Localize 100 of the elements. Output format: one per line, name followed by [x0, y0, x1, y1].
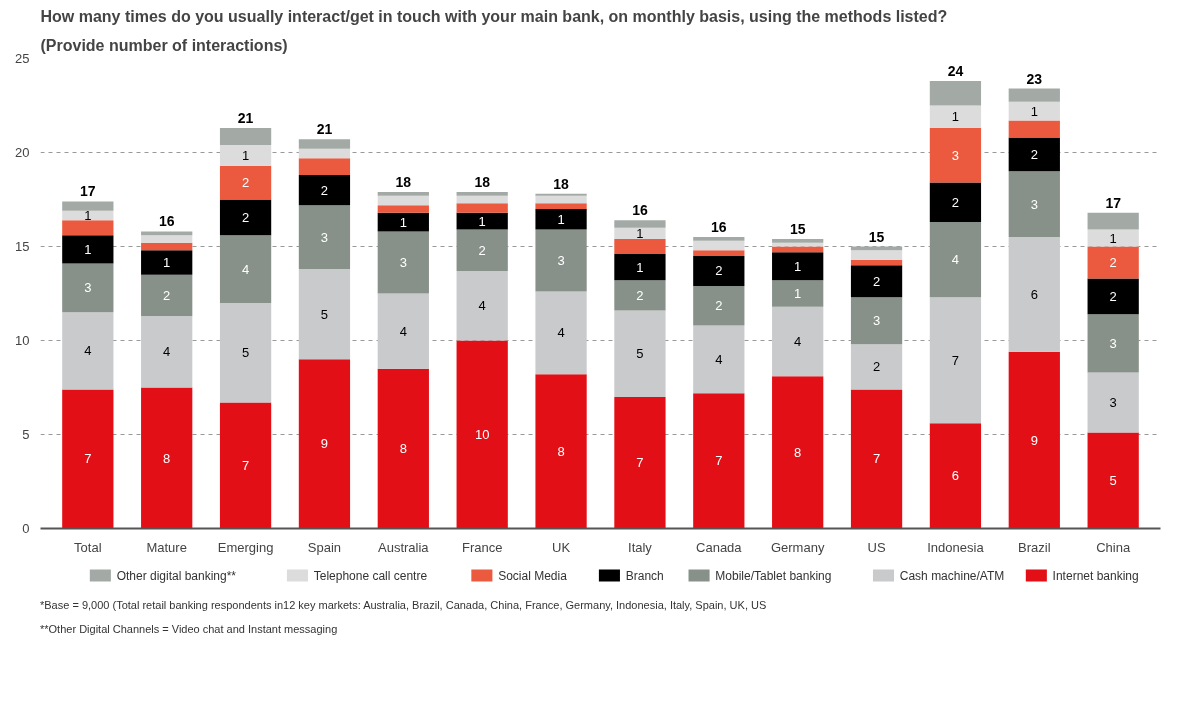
data-label: 6 [951, 468, 960, 484]
bar [1087, 212, 1139, 230]
total-label: 24 [947, 63, 964, 80]
chart-subtitle: (Provide number of interactions) [40, 36, 288, 54]
bar [693, 240, 745, 251]
bar [62, 263, 114, 313]
data-label: 3 [557, 253, 565, 269]
bar [929, 81, 982, 106]
total-label: 16 [632, 202, 648, 219]
bar [850, 265, 903, 298]
bar [693, 325, 745, 394]
bar [772, 252, 824, 281]
data-label: 2 [715, 263, 723, 279]
y-tick-label: 0 [22, 521, 30, 536]
bar [850, 344, 903, 390]
bar [377, 293, 429, 369]
bar [772, 280, 824, 307]
bar [377, 368, 429, 529]
bar [298, 158, 351, 176]
bar [141, 250, 193, 275]
data-label: 5 [1109, 473, 1117, 489]
data-label: 1 [636, 225, 644, 241]
data-label: 5 [636, 346, 644, 362]
bar [141, 235, 193, 243]
bar [693, 393, 745, 529]
y-tick-label: 5 [22, 427, 30, 442]
bar [772, 306, 824, 377]
bar [298, 148, 351, 159]
legend-label: Other digital banking** [116, 568, 237, 583]
total-label: 18 [553, 175, 570, 192]
x-tick-label: Italy [628, 539, 653, 555]
data-label: 2 [478, 242, 486, 258]
bar [1008, 120, 1060, 138]
bar [219, 144, 272, 166]
data-label: 2 [1109, 288, 1117, 304]
bar [141, 242, 193, 251]
bar [1008, 137, 1060, 172]
data-label: 4 [557, 325, 565, 341]
bar [219, 302, 272, 403]
data-label: 1 [557, 211, 565, 227]
total-label: 17 [80, 183, 96, 200]
bar [377, 191, 429, 196]
legend-label: Telephone call centre [313, 568, 428, 583]
total-label: 21 [316, 121, 333, 138]
bar [219, 402, 272, 529]
data-label: 1 [84, 241, 92, 257]
bar [377, 205, 429, 213]
y-tick-label: 25 [15, 51, 30, 66]
data-label: 4 [794, 333, 802, 349]
bar [219, 165, 272, 200]
data-label: 4 [399, 323, 407, 339]
bar [772, 242, 824, 247]
data-label: 1 [478, 213, 486, 229]
x-tick-label: Total [74, 539, 102, 555]
bar [456, 195, 508, 204]
bar [614, 220, 666, 228]
bar [614, 280, 666, 311]
text: **Other Digital Channels = Video chat and Instant messaging [40, 622, 338, 637]
x-tick-label: Emerging [217, 539, 274, 555]
bar [298, 359, 351, 529]
data-label: 9 [320, 436, 329, 452]
data-label: 2 [636, 287, 644, 303]
bar [377, 212, 429, 232]
total-label: 23 [1026, 70, 1043, 87]
y-tick-label: 10 [15, 333, 30, 348]
bar [1087, 372, 1139, 433]
x-tick-label: Australia [378, 539, 430, 555]
data-label: 3 [872, 313, 881, 329]
bar [1008, 351, 1060, 529]
data-label: 7 [636, 455, 644, 471]
data-label: 7 [241, 458, 250, 474]
bar [772, 376, 824, 529]
bar [929, 128, 982, 183]
bar [298, 175, 351, 206]
bar [298, 139, 351, 149]
data-label: 2 [872, 273, 881, 289]
bar [1087, 229, 1139, 247]
data-label: 8 [399, 441, 407, 457]
bar [1087, 278, 1139, 315]
bar [693, 255, 745, 286]
data-label: 2 [951, 194, 960, 210]
x-tick-label: Spain [307, 539, 342, 555]
bar [62, 235, 114, 264]
bar [614, 227, 666, 239]
bar [377, 231, 429, 294]
bar [219, 128, 272, 145]
bar [614, 310, 666, 397]
data-label: 9 [1030, 432, 1038, 448]
bar [456, 212, 508, 230]
data-label: 3 [320, 229, 329, 245]
total-label: 21 [237, 110, 254, 127]
total-label: 17 [1105, 194, 1122, 211]
bar [693, 250, 745, 256]
data-label: 7 [951, 352, 960, 368]
bar [456, 191, 508, 196]
total-label: 15 [789, 220, 806, 237]
bar [535, 208, 587, 230]
data-label: 5 [241, 345, 250, 361]
bar [850, 297, 903, 345]
bar [929, 297, 982, 424]
